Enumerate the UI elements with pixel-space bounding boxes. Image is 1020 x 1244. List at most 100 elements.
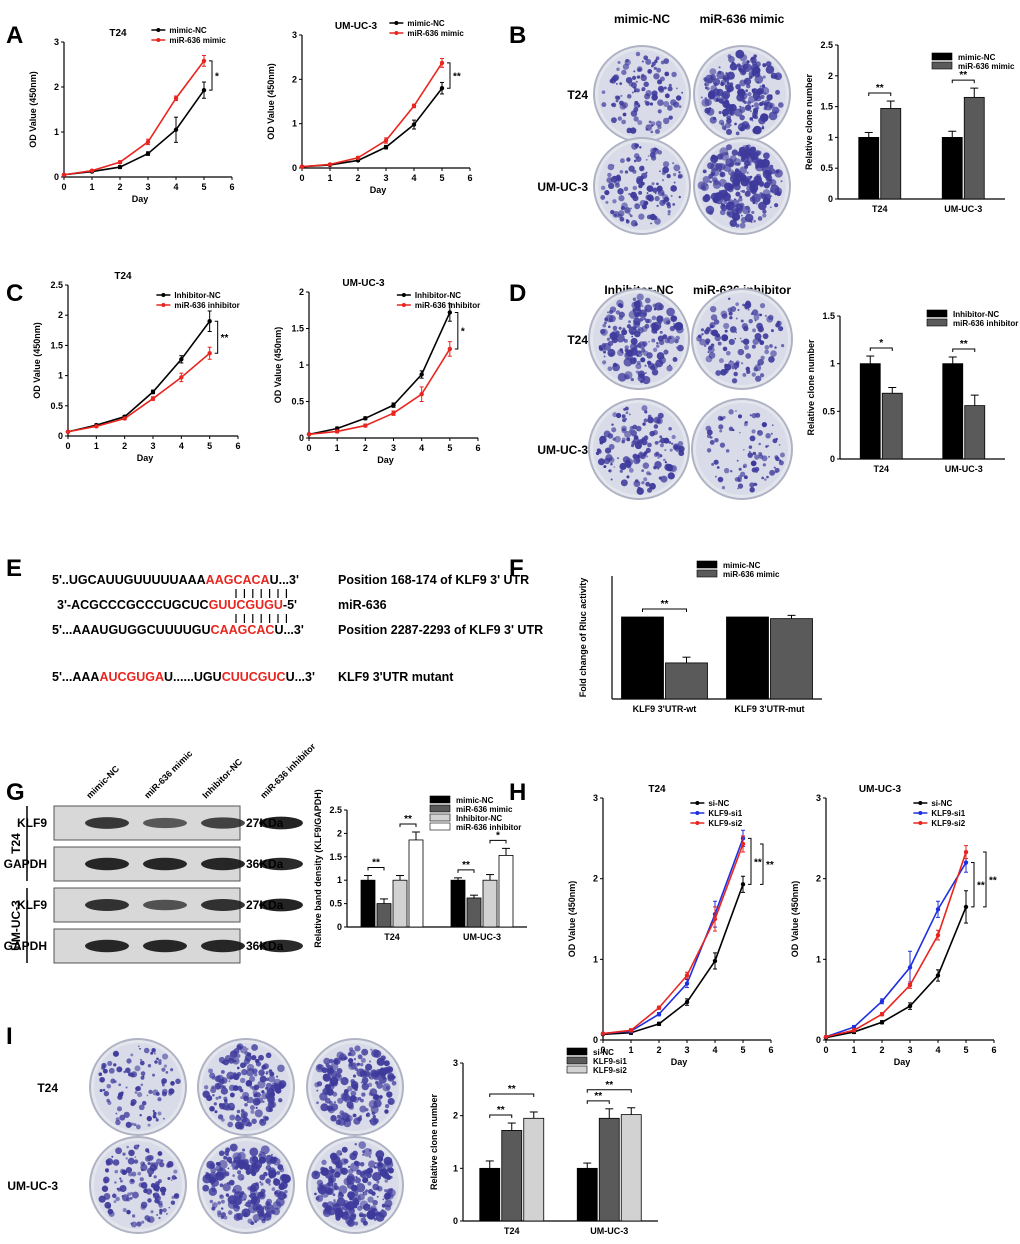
cell-line-label: UM-UC-3 (7, 1179, 58, 1193)
colony (739, 79, 747, 87)
colony (749, 482, 755, 488)
colony (218, 1095, 222, 1099)
colony (654, 192, 657, 195)
colony (621, 414, 626, 419)
colony (761, 158, 770, 168)
colony (149, 1155, 154, 1160)
colony (673, 164, 681, 172)
colony (758, 90, 762, 94)
colony (121, 1195, 125, 1198)
legend-label: si-NC (593, 1048, 614, 1057)
colony (645, 481, 651, 487)
colony (674, 321, 684, 331)
colony (151, 1167, 155, 1171)
colony (751, 156, 759, 164)
colony (739, 126, 745, 132)
colony (638, 329, 641, 332)
colony (161, 1083, 165, 1087)
colony (748, 450, 751, 453)
colony (174, 1176, 178, 1180)
colony (653, 424, 659, 429)
colony (713, 459, 719, 465)
colony (371, 1191, 376, 1196)
legend-marker (394, 21, 399, 25)
legend-marker (695, 801, 700, 805)
colony (753, 125, 762, 135)
category-label: KLF9 3'UTR-wt (633, 704, 697, 714)
colony (272, 1201, 282, 1210)
colony (761, 476, 765, 480)
colony (325, 1088, 333, 1096)
colony (217, 1201, 221, 1205)
legend-label: mimic-NC (958, 53, 996, 62)
legend-swatch (566, 1065, 588, 1074)
colony (226, 1156, 233, 1163)
colony (606, 337, 611, 341)
colony (272, 1157, 281, 1166)
colony (651, 182, 655, 186)
legend-label: Inhibitor-NC (174, 291, 220, 300)
colony (702, 175, 710, 184)
colony (223, 1096, 228, 1101)
colony (247, 1052, 252, 1057)
colony (727, 54, 732, 59)
colony (739, 195, 742, 199)
x-tick-label: 2 (656, 1045, 661, 1055)
colony (319, 1092, 328, 1101)
colony (351, 1194, 362, 1204)
colony (263, 1171, 268, 1177)
colony (278, 1098, 283, 1103)
data-point (684, 973, 690, 978)
colony (361, 1092, 366, 1097)
colony (375, 1150, 385, 1159)
colony (240, 1096, 244, 1100)
colony (673, 324, 678, 329)
colony (237, 1085, 243, 1091)
bar (360, 879, 376, 928)
colony (651, 315, 657, 321)
colony (727, 186, 734, 193)
significance-marker: ** (605, 1080, 613, 1091)
colony (384, 1109, 389, 1114)
colony (236, 1114, 240, 1118)
colony (269, 1171, 273, 1175)
colony (757, 313, 761, 317)
chart-title: T24 (648, 784, 666, 795)
colony (249, 1147, 259, 1157)
colony (643, 477, 648, 482)
colony (635, 203, 638, 206)
colony (126, 1058, 132, 1064)
colony (257, 1080, 266, 1089)
data-point (207, 319, 212, 324)
colony (595, 451, 600, 456)
colony (619, 82, 623, 85)
colony (709, 440, 715, 445)
colony (363, 1070, 371, 1078)
legend-label: mimic-NC (723, 561, 761, 570)
colony (154, 1181, 160, 1187)
colony (730, 306, 737, 312)
colony (657, 412, 664, 419)
colony (634, 203, 641, 210)
colony (726, 71, 735, 80)
y-tick-label: 1 (292, 119, 297, 129)
colony (155, 1118, 159, 1122)
colony (237, 1170, 242, 1175)
colony (608, 443, 615, 450)
colony (709, 116, 717, 124)
colony (134, 1156, 137, 1158)
colony (347, 1165, 351, 1169)
colony (714, 475, 717, 478)
colony (635, 425, 642, 432)
legend-swatch (566, 1056, 588, 1065)
data-point (179, 375, 184, 380)
colony (764, 349, 769, 355)
colony (762, 209, 767, 214)
colony (215, 1074, 225, 1083)
colony (616, 95, 621, 100)
colony-plate (693, 137, 791, 235)
colony (356, 1062, 361, 1066)
colony (644, 297, 651, 304)
cell-line-label: T24 (567, 88, 588, 102)
colony (720, 152, 730, 161)
